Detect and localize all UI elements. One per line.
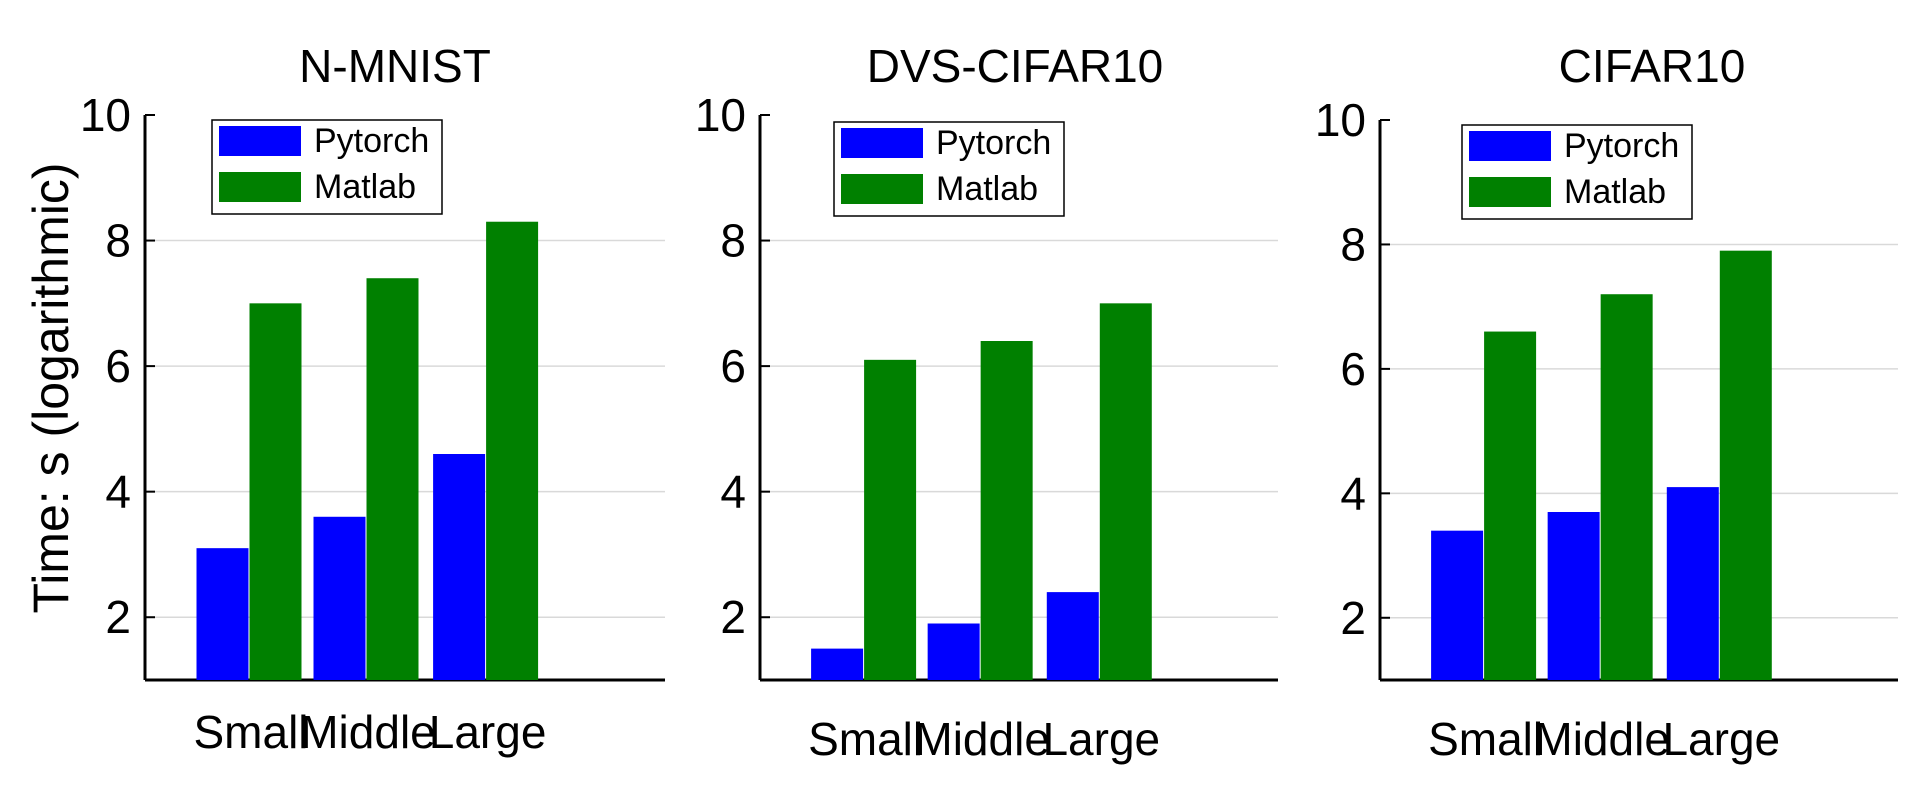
y-tick-label: 8 bbox=[720, 215, 746, 267]
legend-label-matlab: Matlab bbox=[1564, 173, 1666, 211]
bar-pytorch-large bbox=[433, 454, 486, 680]
bar-pytorch-large bbox=[1666, 487, 1719, 680]
x-category-label: Large bbox=[1662, 713, 1780, 765]
chart-title: CIFAR10 bbox=[1559, 40, 1746, 92]
y-tick-label: 8 bbox=[1340, 218, 1366, 270]
bar-pytorch-large bbox=[1046, 592, 1099, 680]
y-tick-label: 8 bbox=[105, 215, 131, 267]
legend-swatch-matlab bbox=[219, 172, 301, 202]
bar-pytorch-small bbox=[196, 548, 249, 680]
y-tick-label: 6 bbox=[1340, 343, 1366, 395]
x-category-label: Large bbox=[429, 706, 547, 758]
x-category-label: Small bbox=[193, 706, 308, 758]
y-axis-label: Time: s (logarithmic) bbox=[23, 163, 79, 614]
bar-matlab-large bbox=[1099, 303, 1152, 680]
bar-pytorch-small bbox=[811, 648, 864, 680]
legend-swatch-pytorch bbox=[1469, 131, 1551, 161]
x-category-label: Small bbox=[1428, 713, 1543, 765]
legend-label-matlab: Matlab bbox=[314, 168, 416, 206]
legend: Pytorch Matlab bbox=[1461, 124, 1693, 220]
chart-title: N-MNIST bbox=[299, 40, 491, 92]
bar-pytorch-middle bbox=[313, 516, 366, 680]
legend: Pytorch Matlab bbox=[211, 119, 443, 215]
y-tick-label: 4 bbox=[720, 466, 746, 518]
legend-label-pytorch: Pytorch bbox=[314, 122, 429, 160]
legend: Pytorch Matlab bbox=[833, 121, 1065, 217]
bar-pytorch-middle bbox=[927, 623, 980, 680]
y-tick-label: 4 bbox=[1340, 467, 1366, 519]
legend-label-matlab: Matlab bbox=[936, 170, 1038, 208]
bar-pytorch-small bbox=[1431, 530, 1484, 680]
y-tick-label: 6 bbox=[720, 340, 746, 392]
bar-matlab-small bbox=[1484, 331, 1537, 680]
bar-matlab-middle bbox=[366, 278, 419, 680]
legend-swatch-matlab bbox=[841, 174, 923, 204]
y-tick-label: 10 bbox=[80, 89, 131, 141]
legend-label-pytorch: Pytorch bbox=[936, 124, 1051, 162]
y-tick-label: 6 bbox=[105, 340, 131, 392]
x-category-label: Middle bbox=[914, 713, 1050, 765]
bar-matlab-large bbox=[1719, 250, 1772, 680]
x-category-label: Small bbox=[808, 713, 923, 765]
y-tick-label: 10 bbox=[1315, 94, 1366, 146]
bar-matlab-middle bbox=[980, 341, 1033, 680]
x-category-label: Middle bbox=[1534, 713, 1670, 765]
y-tick-label: 10 bbox=[695, 89, 746, 141]
bar-pytorch-middle bbox=[1547, 512, 1600, 680]
y-tick-label: 2 bbox=[105, 591, 131, 643]
bar-matlab-small bbox=[864, 359, 917, 680]
chart-title: DVS-CIFAR10 bbox=[867, 40, 1164, 92]
bar-matlab-large bbox=[486, 221, 539, 680]
x-category-label: Middle bbox=[300, 706, 436, 758]
legend-swatch-pytorch bbox=[841, 128, 923, 158]
legend-swatch-matlab bbox=[1469, 177, 1551, 207]
legend-swatch-pytorch bbox=[219, 126, 301, 156]
bar-matlab-middle bbox=[1600, 294, 1653, 680]
y-tick-label: 2 bbox=[720, 591, 746, 643]
legend-label-pytorch: Pytorch bbox=[1564, 127, 1679, 165]
bar-matlab-small bbox=[249, 303, 302, 680]
y-tick-label: 4 bbox=[105, 466, 131, 518]
x-category-label: Large bbox=[1042, 713, 1160, 765]
y-tick-label: 2 bbox=[1340, 592, 1366, 644]
